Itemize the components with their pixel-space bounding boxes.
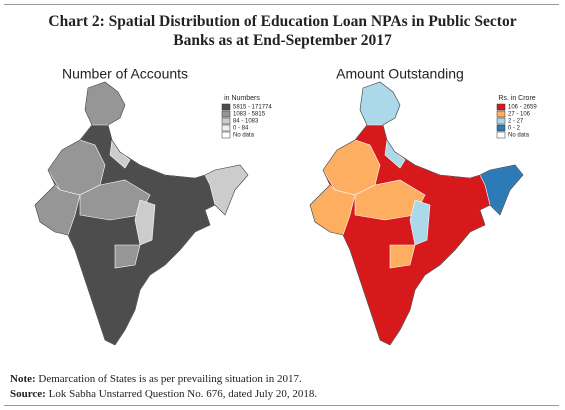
maps: Number of Accounts in Numbers 5815 - 17177… (34, 66, 537, 346)
legend-swatch (496, 131, 506, 139)
legend-swatch (221, 117, 231, 125)
legend-swatch (221, 110, 231, 118)
title: Chart 2: Spatial Distribution of Educati… (48, 13, 517, 49)
note: Note: Demarcation of States is as per pr… (10, 373, 302, 385)
region (204, 164, 249, 216)
map: Number of Accounts in Numbers 5815 - 17177… (34, 66, 272, 346)
outline (34, 81, 249, 346)
legend-swatch (496, 117, 506, 125)
legend-label: No data (508, 133, 530, 139)
map: Amount Outstanding Rs. in Crore 106 - 2659… (309, 66, 537, 346)
legend-label: 0 - 84 (233, 126, 249, 132)
frame (4, 4, 559, 406)
source: Source: Lok Sabha Unstarred Question No.… (10, 388, 317, 400)
legend-swatch (496, 110, 506, 118)
note-label: Note: (10, 373, 36, 385)
map-title: Amount Outstanding (336, 66, 464, 82)
legend-swatch (221, 131, 231, 139)
legend-swatch (221, 124, 231, 132)
legend-label: 27 - 106 (508, 112, 531, 118)
map-title: Number of Accounts (62, 66, 188, 82)
region (134, 199, 156, 246)
source-label: Source: (10, 388, 46, 400)
legend-swatch (221, 103, 231, 111)
note-text: Demarcation of States is as per prevaili… (38, 373, 302, 385)
legend-label: 1083 - 5815 (233, 112, 266, 118)
region (409, 199, 431, 246)
legend-label: 2 - 27 (508, 119, 524, 125)
legend-label: 0 - 2 (508, 126, 521, 132)
legend-title: in Numbers (224, 95, 260, 102)
outline (309, 81, 524, 346)
legend-swatch (496, 103, 506, 111)
legend-label: No data (233, 133, 255, 139)
source-text: Lok Sabha Unstarred Question No. 676, da… (48, 388, 318, 400)
legend-label: 106 - 2659 (508, 105, 537, 111)
legend-swatch (496, 124, 506, 132)
legend-label: 5815 - 171774 (233, 105, 272, 111)
region (114, 244, 141, 269)
region (389, 244, 416, 269)
legend-label: 84 - 1083 (233, 119, 259, 125)
legend-title: Rs. in Crore (498, 95, 535, 102)
region (479, 164, 524, 216)
